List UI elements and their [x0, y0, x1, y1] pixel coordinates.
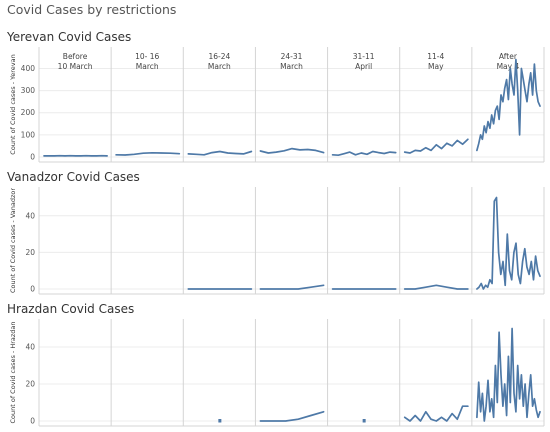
y-tick-label: 300: [21, 86, 36, 95]
panel-2: Hrazdan Covid Cases 0 20 40 Count of Covid c…: [7, 302, 545, 427]
series-line: [403, 405, 469, 422]
y-tick-label: 20: [25, 248, 35, 257]
period-label: 10 March: [58, 62, 93, 71]
chart-title: Yerevan Covid Cases: [6, 30, 131, 44]
period-label: After: [499, 52, 518, 61]
series-line: [476, 327, 541, 422]
y-tick-label: 40: [25, 343, 35, 352]
period-label: March: [208, 62, 231, 71]
chart-title: Vanadzor Covid Cases: [7, 170, 140, 184]
y-axis-label: Count of Covid cases - Vanadzor: [9, 188, 17, 293]
y-axis-label: Count of Covid cases - Hrazdan: [9, 321, 17, 423]
y-tick-label: 20: [25, 380, 35, 389]
series-line: [259, 284, 325, 290]
data-point: [218, 419, 222, 423]
series-line: [259, 410, 325, 422]
series-line: [476, 58, 541, 152]
period-label: Before: [63, 52, 88, 61]
series-line: [476, 196, 541, 290]
series-line: [259, 147, 325, 154]
period-label: May: [428, 62, 444, 71]
period-label: May 4: [497, 62, 520, 71]
period-label: 31-11: [353, 52, 375, 61]
chart-title: Hrazdan Covid Cases: [7, 302, 134, 316]
series-line: [331, 150, 397, 157]
period-label: 24-31: [281, 52, 303, 61]
period-label: March: [280, 62, 303, 71]
series-line: [403, 138, 469, 154]
y-tick-label: 400: [21, 64, 36, 73]
y-tick-label: 0: [30, 153, 35, 162]
period-label: 11-4: [427, 52, 444, 61]
y-axis-label: Count of Covid cases - Yerevan: [9, 54, 17, 154]
period-label: March: [136, 62, 159, 71]
series-line: [115, 151, 181, 156]
y-tick-label: 100: [21, 130, 36, 139]
panel-0: Yerevan Covid Cases 0 100 200 300 400 Count of…: [6, 30, 545, 163]
period-label: 10- 16: [135, 52, 159, 61]
y-tick-label: 0: [30, 417, 35, 426]
period-label: April: [355, 62, 372, 71]
data-point: [362, 419, 366, 423]
period-label: 16-24: [208, 52, 230, 61]
y-tick-label: 40: [25, 211, 35, 220]
panel-1: Vanadzor Covid Cases 0 20 40 Count of Covid …: [7, 170, 545, 295]
y-tick-label: 200: [21, 108, 36, 117]
y-tick-label: 0: [30, 285, 35, 294]
series-line: [187, 150, 253, 156]
page-title: Covid Cases by restrictions: [7, 2, 176, 17]
series-line: [403, 284, 469, 290]
